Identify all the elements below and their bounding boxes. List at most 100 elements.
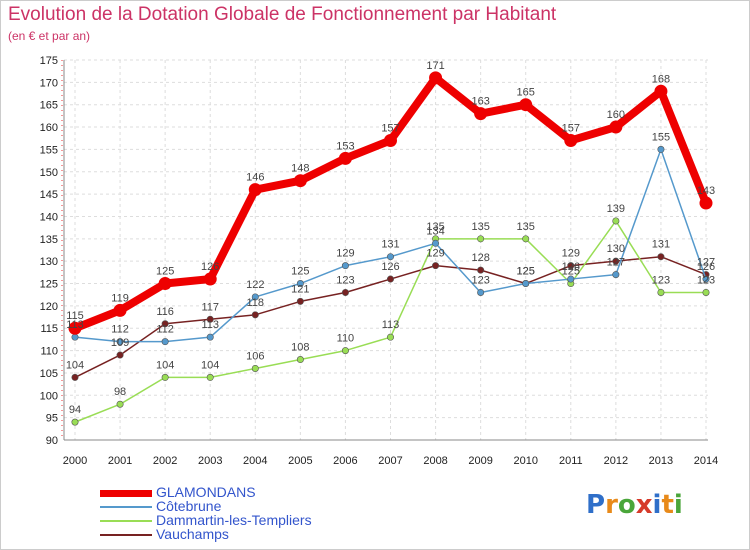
data-label: 139 [607, 203, 625, 215]
data-point [251, 364, 259, 372]
data-point [248, 183, 262, 197]
data-label: 157 [381, 122, 399, 134]
data-point [161, 320, 169, 328]
data-point [522, 235, 530, 243]
data-label: 110 [337, 333, 355, 345]
data-label: 106 [246, 350, 264, 362]
legend-swatch [100, 534, 152, 536]
data-point [296, 356, 304, 364]
y-tick-label: 170 [40, 77, 58, 89]
data-label: 127 [607, 257, 625, 269]
data-point [657, 145, 665, 153]
y-tick-label: 160 [40, 122, 58, 134]
data-label: 125 [517, 266, 535, 278]
logo-letter: i [652, 490, 662, 520]
data-label: 116 [156, 306, 174, 318]
data-label: 126 [697, 261, 715, 273]
data-label: 171 [426, 60, 444, 72]
data-point [477, 288, 485, 296]
data-label: 108 [291, 342, 309, 354]
data-point [474, 107, 488, 121]
y-tick-label: 110 [40, 346, 58, 358]
y-tick-label: 95 [46, 413, 58, 425]
logo-letter: i [673, 490, 683, 520]
data-point [654, 84, 668, 98]
data-label: 123 [336, 274, 354, 286]
legend-label: Vauchamps [156, 526, 229, 542]
data-point [657, 253, 665, 261]
data-label: 163 [471, 96, 489, 108]
data-point [612, 271, 620, 279]
data-label: 112 [156, 324, 174, 336]
logo-letter: t [661, 490, 674, 520]
data-point [429, 71, 443, 85]
x-tick-label: 2009 [468, 455, 492, 467]
data-label: 135 [517, 221, 535, 233]
data-label: 160 [607, 109, 625, 121]
data-label: 129 [562, 248, 580, 260]
data-label: 113 [382, 319, 400, 331]
y-tick-label: 145 [40, 189, 58, 201]
data-label: 135 [426, 221, 444, 233]
data-point [113, 303, 127, 317]
data-label: 143 [697, 185, 715, 197]
y-tick-label: 115 [40, 323, 58, 335]
data-label: 135 [471, 221, 489, 233]
y-tick-label: 135 [40, 234, 58, 246]
data-label: 126 [381, 261, 399, 273]
data-label: 125 [562, 266, 580, 278]
data-label: 125 [156, 266, 174, 278]
legend-swatch [100, 506, 152, 508]
data-point [71, 373, 79, 381]
x-tick-label: 2007 [378, 455, 402, 467]
x-tick-label: 2000 [63, 455, 87, 467]
data-label: 113 [66, 319, 84, 331]
data-label: 130 [607, 243, 625, 255]
data-point [206, 333, 214, 341]
x-tick-label: 2004 [243, 455, 267, 467]
data-label: 117 [201, 301, 219, 313]
data-label: 126 [201, 261, 219, 273]
data-point [477, 266, 485, 274]
data-point [158, 277, 172, 291]
data-point [161, 338, 169, 346]
data-point [341, 347, 349, 355]
data-point [116, 351, 124, 359]
data-point [612, 217, 620, 225]
legend-label: GLAMONDANS [156, 484, 256, 500]
data-label: 104 [66, 359, 84, 371]
data-point [341, 262, 349, 270]
data-point [341, 288, 349, 296]
data-label: 127 [697, 257, 715, 269]
y-tick-label: 130 [40, 256, 58, 268]
data-label: 94 [69, 404, 81, 416]
x-tick-label: 2006 [333, 455, 357, 467]
data-point [432, 262, 440, 270]
data-point [567, 262, 575, 270]
data-point [386, 253, 394, 261]
data-point [71, 418, 79, 426]
data-label: 109 [111, 337, 129, 349]
data-label: 126 [562, 261, 580, 273]
data-point [296, 297, 304, 305]
data-point [71, 333, 79, 341]
y-tick-label: 120 [40, 301, 58, 313]
x-tick-label: 2012 [604, 455, 628, 467]
data-point [432, 239, 440, 247]
x-tick-label: 2011 [559, 455, 583, 467]
y-tick-label: 100 [40, 390, 58, 402]
y-tick-label: 140 [40, 211, 58, 223]
data-point [338, 151, 352, 165]
y-tick-label: 165 [40, 100, 58, 112]
data-point [657, 288, 665, 296]
data-point [567, 275, 575, 283]
data-label: 104 [156, 359, 174, 371]
data-label: 125 [291, 266, 309, 278]
legend-label: Côtebrune [156, 498, 222, 514]
data-point [386, 333, 394, 341]
x-tick-label: 2001 [108, 455, 132, 467]
y-tick-label: 155 [40, 144, 58, 156]
x-tick-label: 2008 [423, 455, 447, 467]
data-label: 123 [697, 274, 715, 286]
